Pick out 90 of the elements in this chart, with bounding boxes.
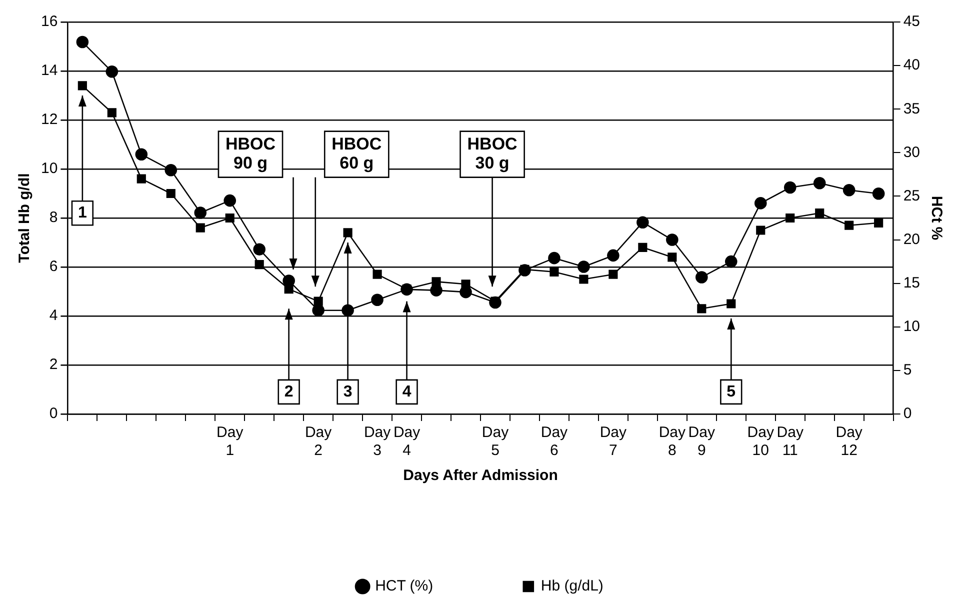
y2-tick-label: 30 (903, 144, 920, 161)
point (666, 234, 678, 246)
annotation: 5 (726, 383, 736, 400)
point (76, 36, 89, 48)
y2-tick-label: 15 (903, 274, 920, 292)
point (724, 255, 738, 268)
y2-tick-label: 10 (903, 318, 920, 336)
x-tick-label: Day 8 (658, 424, 686, 460)
point (786, 213, 795, 223)
y2-tick-label: 0 (903, 405, 912, 422)
point (135, 148, 148, 161)
point (668, 252, 677, 262)
point (638, 242, 648, 252)
point (312, 304, 324, 316)
point (872, 187, 885, 200)
point (314, 296, 323, 306)
point (254, 260, 264, 270)
y2-tick-label: 35 (903, 100, 920, 118)
y-tick-label: 8 (49, 209, 58, 226)
point (224, 194, 236, 207)
y2-tick-label: 45 (903, 13, 920, 30)
x-tick-label: Day 1 (216, 424, 244, 460)
point (78, 81, 87, 90)
x-tick-label: Day 6 (540, 424, 568, 460)
point (107, 108, 116, 118)
x-tick-label: Day 10 (747, 424, 774, 460)
y2-tick-label: 5 (903, 362, 912, 379)
y-tick-label: 12 (40, 111, 58, 128)
point (106, 66, 118, 78)
point (372, 270, 382, 279)
x-tick-label: Day 2 (304, 424, 332, 460)
point (194, 206, 207, 219)
point (550, 267, 559, 276)
y-axis-title: Total Hb g/dl (16, 173, 34, 263)
x-tick-label: Day 4 (393, 424, 421, 460)
point (726, 299, 736, 308)
y2-axis-title: HCt % (928, 196, 945, 240)
y2-tick-label: 20 (903, 230, 920, 248)
point (284, 284, 294, 294)
annotation: HBOC 60 g (332, 134, 382, 172)
point (607, 249, 620, 262)
point (136, 174, 146, 184)
point (696, 271, 708, 284)
point (579, 274, 588, 284)
point (874, 218, 884, 228)
x-axis-title: Days After Admission (403, 467, 558, 484)
annotation: HBOC 30 g (467, 134, 518, 172)
point (432, 277, 441, 286)
point (253, 243, 266, 256)
y2-tick-label: 25 (903, 187, 920, 204)
y-tick-label: 2 (49, 356, 58, 374)
y-tick-label: 4 (49, 307, 58, 324)
point (608, 270, 618, 279)
annotation: 3 (343, 383, 352, 400)
legend-label: Hb (g/dL) (540, 578, 604, 595)
annotation: 1 (78, 204, 87, 222)
annotation: HBOC 90 g (225, 134, 276, 172)
y2-tick-label: 40 (903, 56, 920, 74)
y-tick-label: 0 (49, 405, 58, 422)
point (578, 260, 590, 273)
point (164, 164, 178, 176)
point (844, 220, 854, 230)
point (842, 184, 856, 196)
point (756, 226, 766, 235)
x-tick-label: Day 5 (482, 424, 510, 460)
point (225, 213, 234, 223)
y-tick-label: 16 (40, 13, 58, 30)
x-tick-label: Day 9 (688, 424, 716, 460)
annotation: 4 (402, 383, 412, 400)
y-tick-label: 6 (49, 258, 58, 276)
x-tick-label: Day 12 (836, 424, 863, 460)
y-tick-label: 14 (40, 62, 58, 80)
x-tick-label: Day 11 (776, 424, 804, 460)
point (548, 252, 560, 264)
point (815, 208, 824, 218)
point (461, 280, 470, 289)
point (196, 223, 205, 232)
point (697, 304, 706, 314)
x-tick-label: Day 3 (364, 424, 392, 460)
x-tick-label: Day 7 (600, 424, 628, 460)
point (784, 181, 796, 194)
point (343, 228, 352, 238)
point (813, 177, 826, 190)
point (166, 188, 176, 198)
point (371, 294, 384, 306)
point (636, 216, 649, 229)
legend-label: HCT (%) (375, 578, 434, 595)
y-tick-label: 10 (40, 160, 58, 178)
annotation: 2 (284, 383, 294, 400)
point (754, 197, 767, 210)
